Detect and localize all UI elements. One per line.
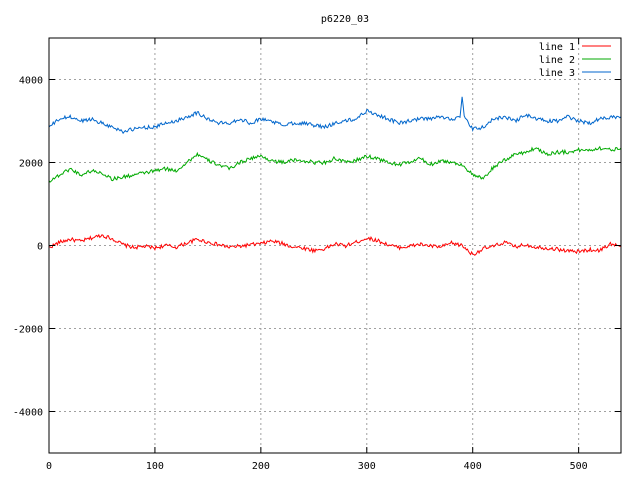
x-tick-label: 100 [146,461,164,472]
y-tick-label: -4000 [13,408,43,419]
x-tick-label: 300 [358,461,376,472]
legend: line 1 line 2 line 3 [539,42,611,79]
legend-label: line 3 [539,68,575,79]
series-lines [48,96,622,256]
legend-label: line 2 [539,55,575,66]
x-tick-label: 500 [570,461,588,472]
chart-title: p6220_03 [321,14,369,25]
y-tick-label: -2000 [13,325,43,336]
x-tick-label: 0 [46,461,52,472]
series-line-1 [48,233,622,256]
axis-ticks: 0 100 200 300 400 500 -4000 -2000 0 2000 4000 [13,38,621,472]
y-tick-label: 0 [37,242,43,253]
y-tick-label: 2000 [19,159,43,170]
series-line-2 [48,145,622,183]
y-tick-label: 4000 [19,76,43,87]
series-line-3 [48,96,622,135]
legend-label: line 1 [539,42,575,53]
grid-lines [49,38,621,453]
x-tick-label: 400 [464,461,482,472]
x-tick-label: 200 [252,461,270,472]
